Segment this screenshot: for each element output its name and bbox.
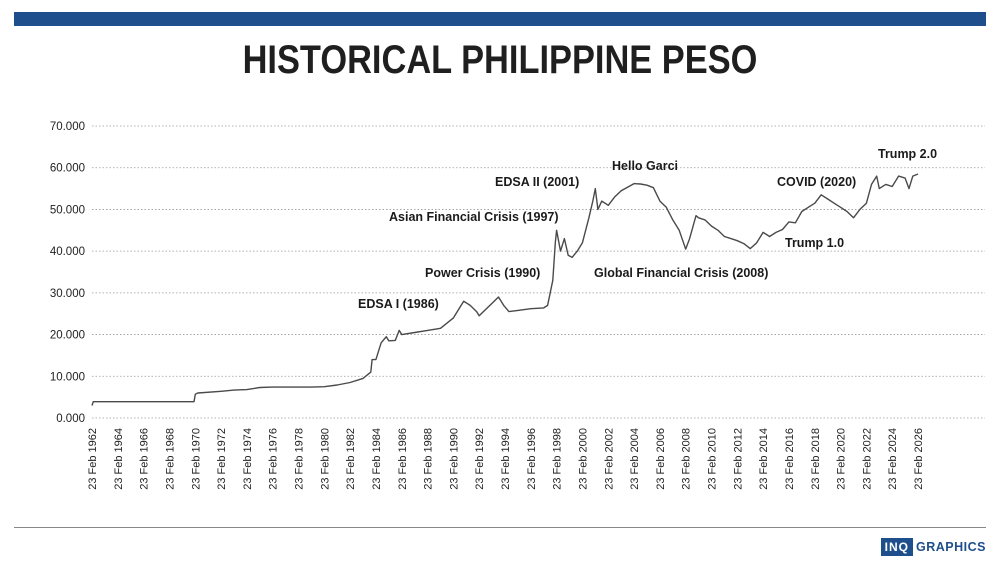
x-tick-label: 23 Feb 1990 [448, 428, 460, 490]
y-tick-label: 0.000 [56, 413, 85, 425]
x-tick-label: 23 Feb 1980 [319, 428, 331, 490]
top-accent-bar [14, 12, 986, 26]
annotation-edsa-2: EDSA II (2001) [495, 175, 579, 189]
annotation-trump-1: Trump 1.0 [785, 236, 844, 250]
x-tick-label: 23 Feb 1982 [345, 428, 357, 490]
annotation-global-crisis: Global Financial Crisis (2008) [594, 266, 768, 280]
y-tick-label: 30.000 [50, 288, 85, 300]
annotation-power-crisis: Power Crisis (1990) [425, 266, 540, 280]
y-axis-ticks: 0.000 10.000 20.000 30.000 40.000 50.000 60.00… [50, 121, 85, 425]
x-tick-label: 23 Feb 1968 [164, 428, 176, 490]
x-tick-label: 23 Feb 2002 [603, 428, 615, 490]
x-tick-label: 23 Feb 2006 [655, 428, 667, 490]
y-tick-label: 60.000 [50, 163, 85, 175]
x-axis-ticks: 23 Feb 1962 23 Feb 1964 23 Feb 1966 23 Feb … [87, 428, 925, 490]
brand-logo-text: GRAPHICS [916, 540, 986, 554]
x-tick-label: 23 Feb 2012 [732, 428, 744, 490]
y-tick-label: 40.000 [50, 246, 85, 258]
x-tick-label: 23 Feb 1984 [371, 428, 383, 490]
x-tick-label: 23 Feb 1998 [552, 428, 564, 490]
x-tick-label: 23 Feb 2026 [913, 428, 925, 490]
x-tick-label: 23 Feb 1978 [294, 428, 306, 490]
x-tick-label: 23 Feb 1976 [268, 428, 280, 490]
x-tick-label: 23 Feb 1962 [87, 428, 99, 490]
brand-logo-box: INQ [880, 538, 914, 556]
annotation-asian-crisis: Asian Financial Crisis (1997) [389, 210, 559, 224]
x-tick-label: 23 Feb 1996 [526, 428, 538, 490]
x-tick-label: 23 Feb 2008 [681, 428, 693, 490]
x-tick-label: 23 Feb 1964 [113, 428, 125, 490]
series-line [91, 173, 919, 406]
x-tick-label: 23 Feb 1970 [190, 428, 202, 490]
series-layer [91, 173, 919, 406]
x-tick-label: 23 Feb 1994 [500, 428, 512, 490]
y-tick-label: 20.000 [50, 330, 85, 342]
x-tick-label: 23 Feb 2020 [836, 428, 848, 490]
x-tick-label: 23 Feb 1988 [423, 428, 435, 490]
x-tick-label: 23 Feb 1986 [397, 428, 409, 490]
x-tick-label: 23 Feb 2018 [810, 428, 822, 490]
x-tick-label: 23 Feb 1992 [474, 428, 486, 490]
x-tick-label: 23 Feb 2016 [784, 428, 796, 490]
y-tick-label: 70.000 [50, 121, 85, 133]
brand-logo: INQ GRAPHICS [880, 538, 986, 556]
annotations: Trump 2.0 Hello Garci COVID (2020) EDSA … [358, 147, 937, 311]
x-tick-label: 23 Feb 2022 [861, 428, 873, 490]
page-title: HISTORICAL PHILIPPINE PESO [242, 38, 758, 82]
y-tick-label: 10.000 [50, 371, 85, 383]
annotation-covid: COVID (2020) [777, 175, 856, 189]
x-tick-label: 23 Feb 2024 [887, 428, 899, 490]
x-tick-label: 23 Feb 2010 [707, 428, 719, 490]
y-tick-label: 50.000 [50, 204, 85, 216]
x-tick-label: 23 Feb 1966 [139, 428, 151, 490]
x-tick-label: 23 Feb 2000 [577, 428, 589, 490]
x-tick-label: 23 Feb 1974 [242, 428, 254, 490]
annotation-trump-2: Trump 2.0 [878, 147, 937, 161]
annotation-hello-garci: Hello Garci [612, 159, 678, 173]
footer-divider [14, 527, 986, 528]
x-tick-label: 23 Feb 1972 [216, 428, 228, 490]
x-tick-label: 23 Feb 2014 [758, 428, 770, 490]
x-tick-label: 23 Feb 2004 [629, 428, 641, 490]
annotation-edsa-1: EDSA I (1986) [358, 297, 439, 311]
